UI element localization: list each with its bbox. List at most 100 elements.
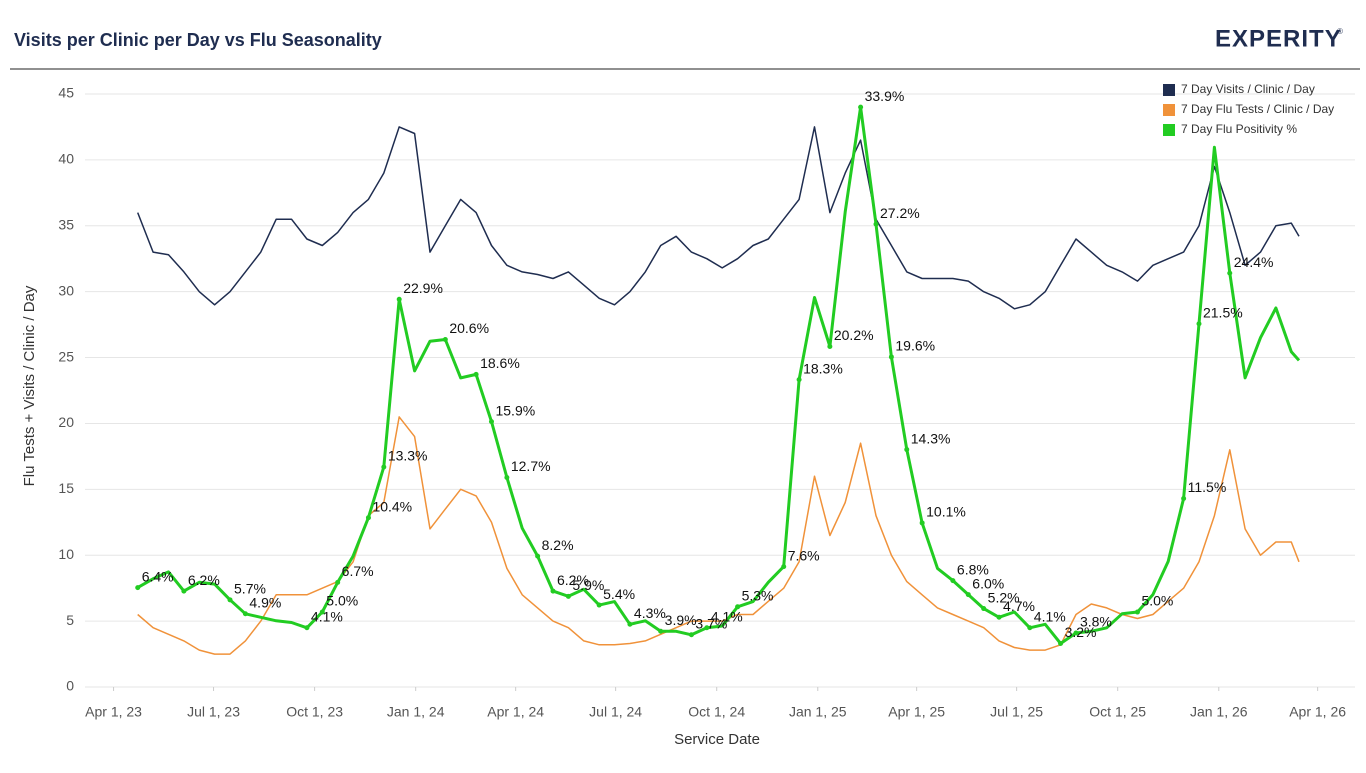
data-point — [735, 604, 741, 610]
data-label: 24.4% — [1234, 254, 1274, 270]
data-point — [304, 625, 310, 631]
data-label: 4.9% — [249, 594, 281, 610]
data-label: 20.6% — [449, 320, 489, 336]
data-label: 5.0% — [1141, 593, 1173, 609]
data-label: 10.4% — [372, 498, 412, 514]
legend-label: 7 Day Flu Positivity % — [1181, 122, 1297, 136]
data-label: 4.1% — [1034, 608, 1066, 624]
legend-swatch — [1163, 124, 1175, 136]
data-label: 3.2% — [1065, 624, 1097, 640]
data-point — [888, 354, 894, 360]
series-line — [137, 416, 1300, 655]
data-label: 27.2% — [880, 205, 920, 221]
y-tick-label: 20 — [58, 414, 74, 430]
data-label: 6.2% — [188, 572, 220, 588]
x-tick-label: Oct 1, 23 — [286, 704, 343, 720]
data-label: 6.0% — [972, 575, 1004, 591]
series-line — [137, 126, 1300, 310]
data-label: 22.9% — [403, 280, 443, 296]
data-label: 7.6% — [788, 547, 820, 563]
data-label: 5.2% — [988, 589, 1020, 605]
data-point — [658, 628, 664, 634]
y-tick-label: 35 — [58, 216, 74, 232]
data-point — [965, 592, 971, 598]
data-point — [535, 553, 541, 559]
data-label: 13.3% — [388, 448, 428, 464]
data-label: 10.1% — [926, 504, 966, 520]
data-point — [227, 597, 233, 603]
data-label: 18.3% — [803, 360, 843, 376]
data-point — [550, 588, 556, 594]
data-point — [565, 593, 571, 599]
data-label: 4.1% — [711, 608, 743, 624]
data-point — [396, 296, 402, 302]
data-point — [242, 611, 248, 617]
legend-label: 7 Day Visits / Clinic / Day — [1181, 82, 1315, 96]
data-point — [596, 602, 602, 608]
data-label: 33.9% — [865, 88, 905, 104]
data-label: 6.4% — [142, 568, 174, 584]
data-point — [365, 515, 371, 521]
x-tick-label: Jul 1, 23 — [187, 704, 240, 720]
data-point — [1058, 640, 1064, 646]
data-label: 4.7% — [1003, 598, 1035, 614]
x-tick-label: Apr 1, 23 — [85, 704, 142, 720]
data-point — [827, 343, 833, 349]
data-point — [919, 520, 925, 526]
x-tick-label: Apr 1, 26 — [1289, 704, 1346, 720]
data-point — [135, 585, 141, 591]
data-point — [873, 221, 879, 227]
logo-mark: ® — [1337, 27, 1343, 36]
x-tick-label: Apr 1, 25 — [888, 704, 945, 720]
data-point — [796, 377, 802, 383]
data-label: 20.2% — [834, 327, 874, 343]
x-tick-label: Oct 1, 24 — [688, 704, 745, 720]
data-point — [627, 621, 633, 627]
data-point — [381, 464, 387, 470]
x-tick-label: Jul 1, 24 — [589, 704, 642, 720]
data-point — [981, 606, 987, 612]
data-point — [1227, 270, 1233, 276]
data-point — [1027, 625, 1033, 631]
data-point — [181, 588, 187, 594]
x-tick-label: Oct 1, 25 — [1089, 704, 1146, 720]
y-axis-label: Flu Tests + Visits / Clinic / Day — [21, 285, 38, 486]
data-label: 6.7% — [342, 563, 374, 579]
data-point — [319, 609, 325, 615]
series-line — [136, 105, 1301, 645]
x-tick-label: Apr 1, 24 — [487, 704, 544, 720]
data-label: 11.5% — [1188, 479, 1227, 495]
data-point — [781, 564, 787, 570]
y-tick-label: 5 — [66, 612, 74, 628]
x-tick-label: Jan 1, 26 — [1190, 704, 1248, 720]
data-point — [473, 371, 479, 377]
data-point — [488, 419, 494, 425]
data-label: 5.0% — [326, 593, 358, 609]
data-label: 4.3% — [634, 605, 666, 621]
data-point — [904, 447, 910, 453]
data-label: 3.8% — [1080, 614, 1112, 630]
data-point — [335, 579, 341, 585]
y-tick-label: 25 — [58, 348, 74, 364]
x-tick-label: Jan 1, 25 — [789, 704, 847, 720]
data-label: 5.3% — [742, 588, 774, 604]
data-label: 19.6% — [895, 338, 935, 354]
x-tick-label: Jan 1, 24 — [387, 704, 445, 720]
legend-swatch — [1163, 104, 1175, 116]
data-label: 14.3% — [911, 430, 951, 446]
data-label: 5.4% — [603, 586, 635, 602]
data-label: 4.1% — [311, 608, 343, 624]
y-tick-label: 10 — [58, 546, 74, 562]
data-point — [1134, 609, 1140, 615]
logo: EXPERITY — [1215, 25, 1342, 52]
y-tick-label: 30 — [58, 282, 74, 298]
data-label: 15.9% — [495, 402, 535, 418]
data-point — [950, 578, 956, 584]
x-tick-label: Jul 1, 25 — [990, 704, 1043, 720]
y-tick-label: 0 — [66, 678, 74, 694]
data-label: 3.9% — [665, 612, 697, 628]
data-point — [996, 614, 1002, 620]
data-point — [704, 625, 710, 631]
data-label: 6.8% — [957, 561, 989, 577]
